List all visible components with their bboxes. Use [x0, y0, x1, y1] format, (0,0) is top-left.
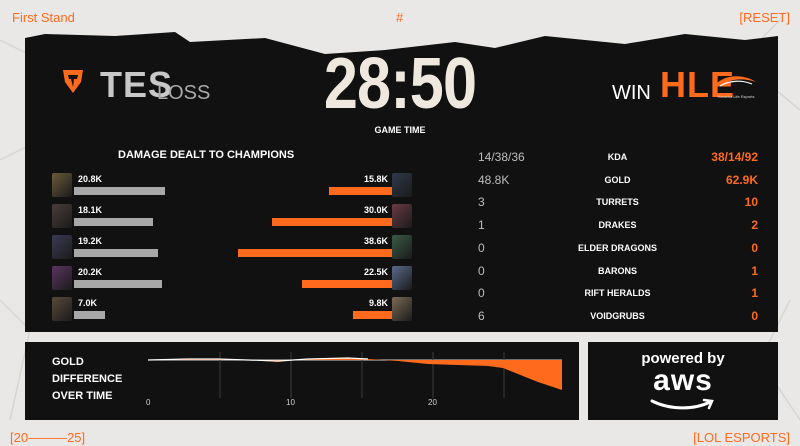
stat-left-value: 0	[478, 241, 485, 255]
champion-portrait-right	[392, 173, 412, 197]
damage-bar-left	[74, 218, 153, 226]
damage-bar-left	[74, 280, 162, 288]
stat-label: BARONS	[597, 266, 637, 276]
damage-bar-left	[74, 311, 105, 319]
stat-label: KDA	[607, 152, 628, 162]
stat-label: ELDER DRAGONS	[577, 243, 657, 253]
damage-value-right: 9.8K	[368, 298, 388, 308]
lol-esports-link[interactable]: [LOL ESPORTS]	[693, 430, 790, 445]
stat-right-value: 2	[751, 218, 758, 232]
hle-logo-icon	[716, 76, 756, 87]
damage-bar-right	[238, 249, 392, 257]
gold-difference-panel	[25, 342, 579, 420]
stat-right-value: 10	[744, 195, 758, 209]
champion-portrait-left	[52, 173, 72, 197]
damage-bar-right	[272, 218, 392, 226]
stat-left-value: 48.8K	[478, 173, 510, 187]
damage-value-left: 19.2K	[78, 236, 103, 246]
team-left-result: LOSS	[157, 82, 211, 104]
damage-value-left: 7.0K	[78, 298, 98, 308]
champion-portrait-right	[392, 204, 412, 228]
team-left-name: TES	[100, 64, 174, 105]
damage-value-left: 20.2K	[78, 267, 103, 277]
gold-tick: 0	[146, 398, 151, 407]
champion-portrait-right	[392, 297, 412, 321]
champion-portrait-left	[52, 204, 72, 228]
gold-difference-chart	[148, 352, 562, 398]
damage-title: DAMAGE DEALT TO CHAMPIONS	[118, 149, 295, 161]
year-range: [20———25]	[10, 430, 86, 445]
damage-bar-left	[74, 249, 158, 257]
powered-by-text: powered by	[641, 350, 725, 367]
reset-link[interactable]: [RESET]	[739, 10, 790, 25]
aws-logo-text: aws	[653, 364, 713, 397]
damage-bar-left	[74, 187, 165, 195]
stat-right-value: 1	[751, 264, 758, 278]
stat-right-value: 1	[751, 286, 758, 300]
stat-right-value: 38/14/92	[711, 150, 758, 164]
gold-difference-area	[148, 358, 562, 390]
damage-bar-right	[329, 187, 392, 195]
damage-bar-right	[353, 311, 392, 319]
champion-portrait-right	[392, 235, 412, 259]
damage-value-right: 30.0K	[363, 205, 388, 215]
gold-difference-title: GOLD DIFFERENCE OVER TIME	[52, 356, 123, 402]
hash-mark: #	[396, 10, 404, 25]
stat-right-value: 62.9K	[725, 173, 758, 187]
tes-logo-icon	[63, 70, 83, 93]
stat-right-value: 0	[751, 309, 758, 323]
stat-left-value: 3	[478, 195, 485, 209]
champion-portrait-left	[52, 297, 72, 321]
stat-left-value: 14/38/36	[478, 150, 525, 164]
damage-value-right: 38.6K	[363, 236, 388, 246]
hle-logo-caption: Hanwha Life Esports	[717, 94, 755, 99]
stat-left-value: 1	[478, 218, 485, 232]
damage-value-left: 20.8K	[78, 174, 103, 184]
damage-value-right: 15.8K	[363, 174, 388, 184]
stat-label: RIFT HERALDS	[584, 288, 651, 298]
stat-right-value: 0	[751, 241, 758, 255]
event-title: First Stand	[12, 10, 75, 25]
stat-left-value: 0	[478, 286, 485, 300]
aws-smile-icon	[650, 398, 714, 410]
game-timer: 28:50	[323, 44, 477, 124]
gold-tick: 20	[428, 398, 437, 407]
damage-value-left: 18.1K	[78, 205, 103, 215]
champion-portrait-left	[52, 266, 72, 290]
damage-value-right: 22.5K	[363, 267, 388, 277]
gold-difference-line	[148, 357, 369, 362]
gold-tick: 10	[286, 398, 295, 407]
game-time-label: GAME TIME	[374, 125, 426, 135]
stat-label: GOLD	[604, 175, 631, 185]
damage-bar-right	[302, 280, 392, 288]
champion-portrait-right	[392, 266, 412, 290]
stat-label: TURRETS	[596, 197, 639, 207]
stat-left-value: 0	[478, 264, 485, 278]
stat-label: DRAKES	[598, 220, 637, 230]
stat-left-value: 6	[478, 309, 485, 323]
team-right-result: WIN	[612, 82, 651, 104]
stat-label: VOIDGRUBS	[590, 311, 645, 321]
champion-portrait-left	[52, 235, 72, 259]
